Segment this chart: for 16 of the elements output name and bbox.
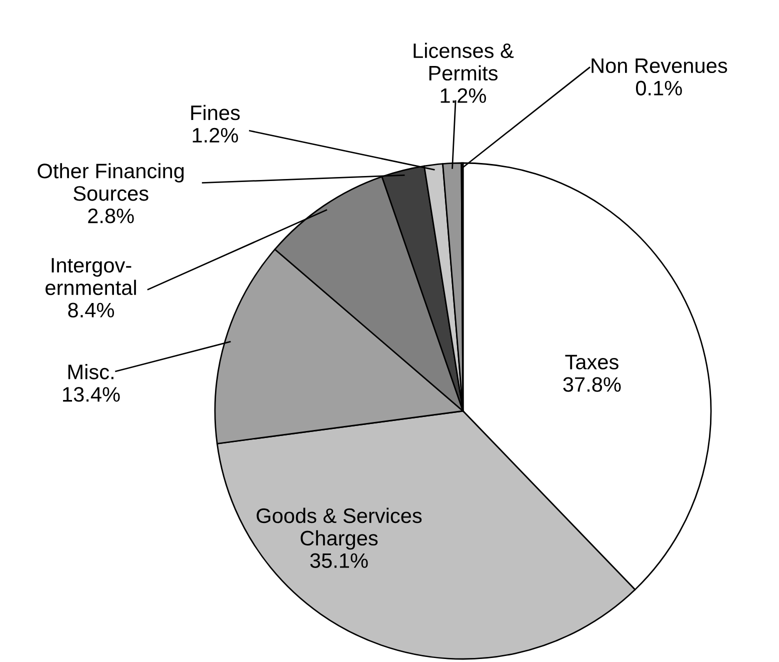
slice-label: Other Financing Sources bbox=[38, 163, 184, 201]
slice-label: Fines bbox=[191, 104, 240, 120]
data-label: 37.8% bbox=[563, 377, 621, 392]
data-label: 1.2% bbox=[192, 128, 238, 143]
slice-label: Taxes bbox=[565, 354, 618, 370]
data-label: 2.8% bbox=[88, 208, 134, 224]
slice-label: Non Revenues bbox=[592, 58, 728, 74]
data-label: 8.4% bbox=[68, 302, 114, 318]
slice-label: Goods & Services Charges bbox=[256, 508, 422, 550]
data-label: 13.4% bbox=[63, 387, 120, 402]
data-label: 1.2% bbox=[440, 88, 486, 103]
slice-label: Licenses & Permits bbox=[414, 42, 514, 81]
data-label: 35.1% bbox=[310, 553, 368, 568]
data-label: 0.1% bbox=[636, 80, 682, 96]
slice-label: Intergov- ernmental bbox=[46, 258, 136, 296]
slice-label: Misc. bbox=[68, 364, 114, 380]
